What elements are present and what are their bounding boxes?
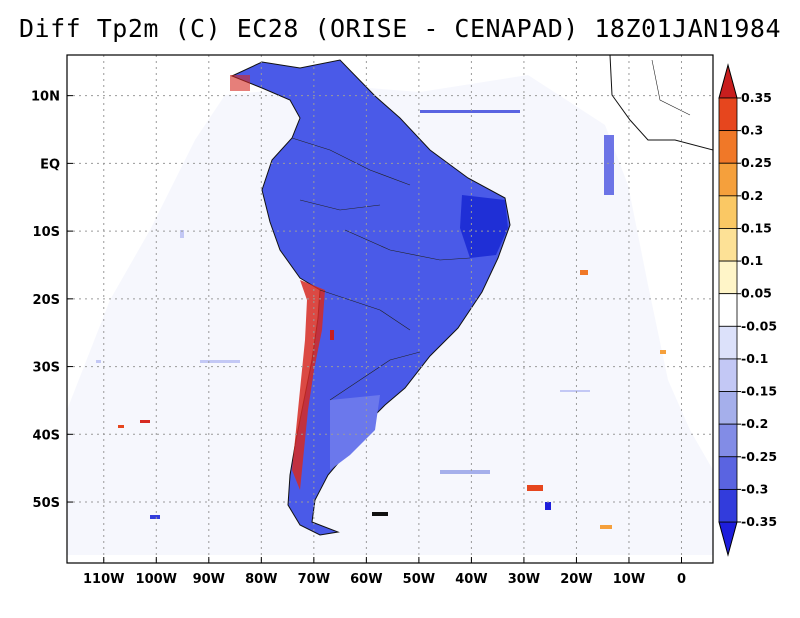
lon-tick-label: 60W [350, 572, 382, 587]
lon-tick-label: 80W [245, 572, 277, 587]
lon-tick-label: 100W [136, 572, 177, 587]
colorbar-segment [718, 293, 738, 327]
colorbar-level-label: -0.2 [741, 416, 768, 431]
colorbar-level-label: 0.1 [741, 253, 763, 268]
latitude-labels: 10N EQ 10S 20S 30S 40S 50S [31, 90, 60, 511]
lon-tick-label: 10W [613, 572, 645, 587]
colorbar-segment [718, 488, 738, 523]
colorbar-segment [718, 391, 738, 425]
ocean-anomaly-speckles [96, 75, 666, 529]
colorbar-segment [718, 195, 738, 229]
longitude-labels: 110W 100W 90W 80W 70W 60W 50W 40W 30W 20W 10W 0 [83, 572, 686, 587]
southern-cone-anomaly [330, 395, 380, 470]
colorbar-level-label: 0.05 [741, 286, 772, 301]
colorbar-segment [718, 456, 738, 490]
lon-tick-label: 70W [298, 572, 330, 587]
colorbar-segment [718, 260, 738, 295]
lon-tick-label: 20W [560, 572, 592, 587]
lat-tick-label: 10N [31, 90, 60, 105]
colorbar-segment [718, 358, 738, 392]
lon-tick-label: 40W [455, 572, 487, 587]
andes-warm-anomaly [292, 280, 325, 490]
colorbar-level-label: 0.25 [741, 155, 772, 170]
axis-ticks [67, 95, 682, 563]
lon-tick-label: 110W [83, 572, 124, 587]
lat-tick-label: EQ [40, 157, 60, 172]
colorbar-level-label: -0.05 [741, 318, 777, 333]
lon-tick-label: 50W [403, 572, 435, 587]
colorbar-segment [718, 162, 738, 197]
colorbar-lower-triangle [718, 521, 738, 557]
colorbar-level-label: -0.1 [741, 351, 768, 366]
colorbar-level-label: 0.35 [741, 90, 772, 105]
africa-coast [609, 55, 713, 151]
lat-tick-label: 50S [33, 496, 60, 511]
colorbar-segment [718, 228, 738, 262]
lat-tick-label: 30S [33, 361, 60, 376]
map-frame [66, 54, 714, 564]
map-title: Diff Tp2m (C) EC28 (ORISE - CENAPAD) 18Z… [18, 14, 781, 43]
colorbar [718, 63, 741, 557]
colorbar-level-label: -0.25 [741, 449, 777, 464]
northeast-brazil-anomaly [460, 195, 508, 258]
colorbar-level-label: -0.15 [741, 384, 777, 399]
lon-tick-label: 30W [508, 572, 540, 587]
colorbar-level-label: 0.3 [741, 123, 763, 138]
colorbar-segment [718, 325, 738, 360]
lat-tick-label: 40S [33, 428, 60, 443]
colorbar-segment [718, 423, 738, 458]
colorbar-labels: 0.35 0.3 0.25 0.2 0.15 0.1 0.05 -0.05 -0.1 -0.15 -… [741, 90, 777, 529]
lat-tick-label: 20S [33, 293, 60, 308]
graticule [67, 55, 713, 563]
colorbar-level-label: -0.35 [741, 514, 777, 529]
colorbar-upper-triangle [718, 63, 738, 99]
colorbar-level-label: 0.2 [741, 188, 763, 203]
lon-tick-label: 0 [677, 572, 686, 587]
colorbar-level-label: 0.15 [741, 220, 772, 235]
colorbar-level-label: -0.3 [741, 481, 768, 496]
colorbar-segment [718, 97, 738, 132]
lat-tick-label: 10S [33, 225, 60, 240]
lon-tick-label: 90W [193, 572, 225, 587]
colorbar-segment [718, 130, 738, 164]
